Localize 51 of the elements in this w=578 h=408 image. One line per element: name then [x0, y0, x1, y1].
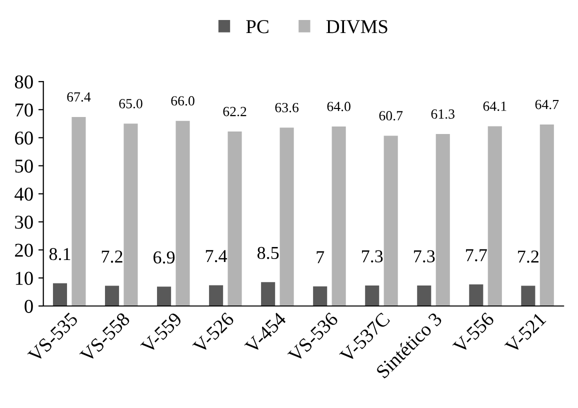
data-label: 64.1: [483, 102, 506, 111]
legend-label: DIVMS: [326, 20, 388, 34]
y-tick-label: 10: [16, 272, 33, 285]
bar: [52, 283, 68, 306]
bar: [176, 120, 190, 306]
bar: [436, 134, 450, 306]
data-label: 64.0: [327, 102, 350, 112]
y-tick-label: 20: [15, 244, 33, 257]
data-label: 62.2: [223, 106, 246, 116]
y-tick-label: 0: [24, 300, 33, 313]
y-tick-label: 50: [15, 160, 33, 173]
y-tick-label: 60: [15, 132, 33, 145]
data-label: 7.2: [102, 250, 122, 263]
bar: [540, 124, 554, 306]
data-label: 61.3: [431, 109, 454, 119]
bar: [521, 286, 536, 306]
data-label: 7.3: [362, 250, 383, 262]
bar: [261, 282, 276, 306]
bar: [332, 126, 346, 306]
bar: [157, 286, 172, 306]
data-label: 67.4: [67, 92, 91, 102]
bar: [209, 285, 224, 306]
data-label: 7: [316, 251, 324, 264]
bar: [124, 124, 138, 306]
y-tick-label: 40: [14, 188, 33, 201]
data-label: 66.0: [171, 96, 194, 106]
legend-label: PC: [246, 20, 268, 34]
data-label: 64.7: [535, 100, 559, 110]
data-label: 8.5: [257, 246, 279, 260]
bar: [280, 128, 294, 306]
data-label: 60.7: [379, 111, 403, 120]
bar: [72, 116, 86, 306]
data-label: 8.1: [49, 248, 70, 260]
data-label: 65.0: [119, 98, 142, 108]
y-tick-label: 80: [14, 75, 33, 89]
bar: [228, 132, 242, 306]
bar: [313, 286, 328, 306]
bar: [365, 286, 380, 306]
y-tick-label: 70: [15, 103, 33, 117]
data-label: 7.7: [466, 249, 487, 262]
y-tick-label: 30: [15, 216, 33, 229]
bar: [384, 136, 398, 306]
data-label: 7.3: [414, 250, 435, 262]
data-label: 6.9: [154, 251, 175, 264]
bar: [104, 286, 120, 306]
bar: [417, 286, 432, 306]
bar: [469, 284, 484, 306]
bar: [488, 126, 502, 306]
data-label: 63.6: [275, 102, 299, 112]
data-label: 7.4: [206, 250, 228, 262]
data-label: 7.2: [518, 250, 538, 263]
